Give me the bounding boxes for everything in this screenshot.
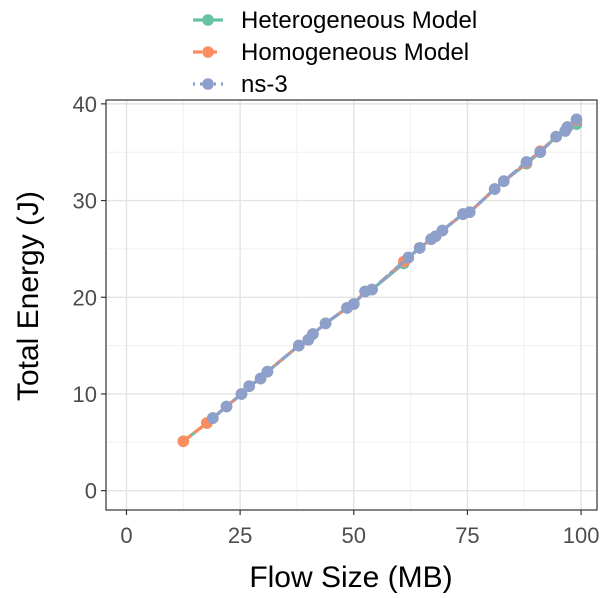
- x-tick-label: 75: [455, 523, 479, 548]
- data-point: [413, 242, 426, 254]
- x-axis: 0 25 50 75 100: [120, 510, 599, 548]
- data-point: [220, 400, 233, 413]
- x-axis-title: Flow Size (MB): [249, 561, 452, 594]
- y-tick-label: 30: [73, 189, 97, 214]
- data-point: [207, 412, 219, 424]
- data-point: [550, 130, 562, 143]
- legend: Heterogeneous Model Homogeneous Model ns-3: [193, 7, 477, 98]
- data-point: [436, 224, 449, 237]
- data-point: [488, 183, 501, 195]
- x-tick-label: 100: [563, 523, 600, 548]
- data-point: [261, 365, 274, 378]
- y-tick-label: 10: [73, 382, 97, 407]
- series-2: [207, 113, 583, 424]
- legend-key-point: [202, 78, 214, 90]
- data-point: [235, 388, 248, 400]
- x-tick-label: 50: [342, 523, 366, 548]
- y-tick-label: 0: [85, 479, 97, 504]
- y-tick-label: 20: [73, 285, 97, 310]
- data-point: [348, 298, 360, 310]
- data-point: [366, 283, 378, 296]
- legend-item-0: Heterogeneous Model: [193, 7, 477, 34]
- data-point: [307, 328, 319, 340]
- data-point: [498, 175, 510, 187]
- grid-major: [106, 100, 597, 510]
- y-axis: 0 10 20 30 40: [73, 92, 106, 504]
- legend-key-point: [202, 46, 214, 58]
- data-point: [177, 435, 190, 448]
- legend-key-point: [202, 14, 214, 26]
- data-point: [319, 317, 332, 330]
- series-layer: [177, 113, 583, 448]
- x-tick-label: 0: [120, 523, 132, 548]
- data-point: [293, 339, 305, 352]
- legend-label: Homogeneous Model: [241, 39, 469, 66]
- y-tick-label: 40: [73, 92, 97, 117]
- plot-border: [105, 99, 598, 511]
- data-point: [402, 251, 415, 264]
- grid-minor: [106, 100, 597, 510]
- data-point: [243, 380, 255, 393]
- data-point: [463, 206, 476, 218]
- legend-label: ns-3: [241, 71, 288, 98]
- data-point: [561, 121, 574, 133]
- x-tick-label: 25: [228, 523, 252, 548]
- y-axis-title: Total Energy (J): [12, 191, 45, 401]
- data-point: [570, 113, 583, 126]
- data-point: [534, 146, 546, 158]
- data-point: [520, 156, 533, 168]
- legend-label: Heterogeneous Model: [241, 7, 477, 34]
- legend-item-2: ns-3: [193, 71, 288, 98]
- legend-item-1: Homogeneous Model: [193, 39, 469, 66]
